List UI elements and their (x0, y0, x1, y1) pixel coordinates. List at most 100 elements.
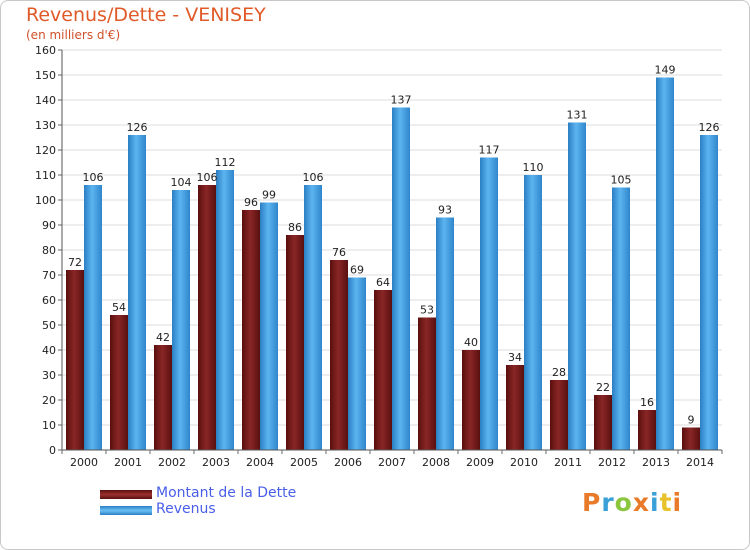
bar-revenus-2000 (84, 185, 102, 450)
y-tick-label: 0 (49, 444, 56, 457)
x-tick-label: 2001 (114, 456, 142, 469)
x-tick-label: 2011 (554, 456, 582, 469)
data-label-revenus: 69 (350, 264, 364, 277)
x-tick-label: 2007 (378, 456, 406, 469)
data-label-dette: 72 (68, 256, 82, 269)
y-tick-label: 10 (42, 419, 56, 432)
legend-label-dette: Montant de la Dette (156, 485, 297, 501)
bar-revenus-2011 (568, 122, 586, 450)
y-tick-label: 140 (35, 94, 56, 107)
bar-dette-2011 (550, 380, 568, 450)
logo-letter: t (659, 488, 673, 517)
bar-dette-2010 (506, 365, 524, 450)
data-label-revenus: 126 (127, 121, 148, 134)
data-label-dette: 42 (156, 331, 170, 344)
legend-swatch-dette (100, 490, 152, 499)
data-label-revenus: 137 (391, 94, 412, 107)
data-label-revenus: 106 (303, 171, 324, 184)
data-label-dette: 106 (197, 171, 218, 184)
x-tick-label: 2000 (70, 456, 98, 469)
y-tick-label: 80 (42, 244, 56, 257)
y-tick-label: 50 (42, 319, 56, 332)
data-label-revenus: 117 (479, 144, 500, 157)
bar-dette-2003 (198, 185, 216, 450)
bar-dette-2014 (682, 427, 700, 450)
data-label-dette: 40 (464, 336, 478, 349)
y-tick-label: 130 (35, 119, 56, 132)
data-label-revenus: 126 (699, 121, 720, 134)
bar-dette-2012 (594, 395, 612, 450)
logo-letter: r (601, 488, 615, 517)
bar-revenus-2004 (260, 202, 278, 450)
bar-dette-2013 (638, 410, 656, 450)
data-label-revenus: 131 (567, 109, 588, 122)
bar-revenus-2003 (216, 170, 234, 450)
bar-revenus-2006 (348, 277, 366, 450)
y-tick-label: 160 (35, 44, 56, 57)
x-tick-label: 2010 (510, 456, 538, 469)
data-label-dette: 16 (640, 396, 654, 409)
y-tick-label: 120 (35, 144, 56, 157)
bar-dette-2008 (418, 317, 436, 450)
data-label-dette: 28 (552, 366, 566, 379)
x-tick-label: 2008 (422, 456, 450, 469)
data-label-dette: 76 (332, 246, 346, 259)
x-tick-label: 2009 (466, 456, 494, 469)
data-label-revenus: 105 (611, 174, 632, 187)
bar-revenus-2005 (304, 185, 322, 450)
data-label-dette: 22 (596, 381, 610, 394)
logo-letter: x (632, 488, 650, 517)
bar-dette-2004 (242, 210, 260, 450)
y-tick-label: 20 (42, 394, 56, 407)
data-label-dette: 34 (508, 351, 522, 364)
bar-dette-2005 (286, 235, 304, 450)
bar-revenus-2008 (436, 217, 454, 450)
bar-revenus-2001 (128, 135, 146, 450)
bar-revenus-2002 (172, 190, 190, 450)
y-tick-label: 40 (42, 344, 56, 357)
data-label-dette: 64 (376, 276, 390, 289)
bar-dette-2006 (330, 260, 348, 450)
bar-dette-2009 (462, 350, 480, 450)
chart-subtitle: (en milliers d'€) (26, 28, 121, 42)
x-tick-label: 2003 (202, 456, 230, 469)
data-label-dette: 86 (288, 221, 302, 234)
y-tick-label: 90 (42, 219, 56, 232)
y-tick-label: 70 (42, 269, 56, 282)
bar-dette-2001 (110, 315, 128, 450)
y-tick-label: 60 (42, 294, 56, 307)
x-tick-label: 2014 (686, 456, 714, 469)
data-label-revenus: 112 (215, 156, 236, 169)
logo-letter: i (650, 488, 660, 517)
x-tick-label: 2012 (598, 456, 626, 469)
data-label-dette: 9 (688, 414, 695, 427)
data-label-revenus: 93 (438, 204, 452, 217)
data-label-dette: 53 (420, 304, 434, 317)
bar-dette-2002 (154, 345, 172, 450)
data-label-dette: 54 (112, 301, 126, 314)
legend-label-revenus: Revenus (156, 501, 216, 517)
x-tick-label: 2004 (246, 456, 274, 469)
logo-letter: i (672, 488, 683, 517)
bar-revenus-2014 (700, 135, 718, 450)
legend-swatch-revenus (100, 506, 152, 515)
bar-revenus-2009 (480, 157, 498, 450)
bar-revenus-2010 (524, 175, 542, 450)
logo-letter: P (582, 488, 602, 517)
bar-revenus-2007 (392, 107, 410, 450)
bar-revenus-2013 (656, 77, 674, 450)
data-label-revenus: 99 (262, 189, 276, 202)
data-label-revenus: 104 (171, 176, 192, 189)
bar-dette-2000 (66, 270, 84, 450)
x-tick-label: 2006 (334, 456, 362, 469)
y-tick-label: 150 (35, 69, 56, 82)
x-tick-label: 2013 (642, 456, 670, 469)
data-label-revenus: 110 (523, 161, 544, 174)
x-tick-label: 2005 (290, 456, 318, 469)
y-tick-label: 30 (42, 369, 56, 382)
x-tick-label: 2002 (158, 456, 186, 469)
data-label-revenus: 106 (83, 171, 104, 184)
bar-revenus-2012 (612, 187, 630, 450)
